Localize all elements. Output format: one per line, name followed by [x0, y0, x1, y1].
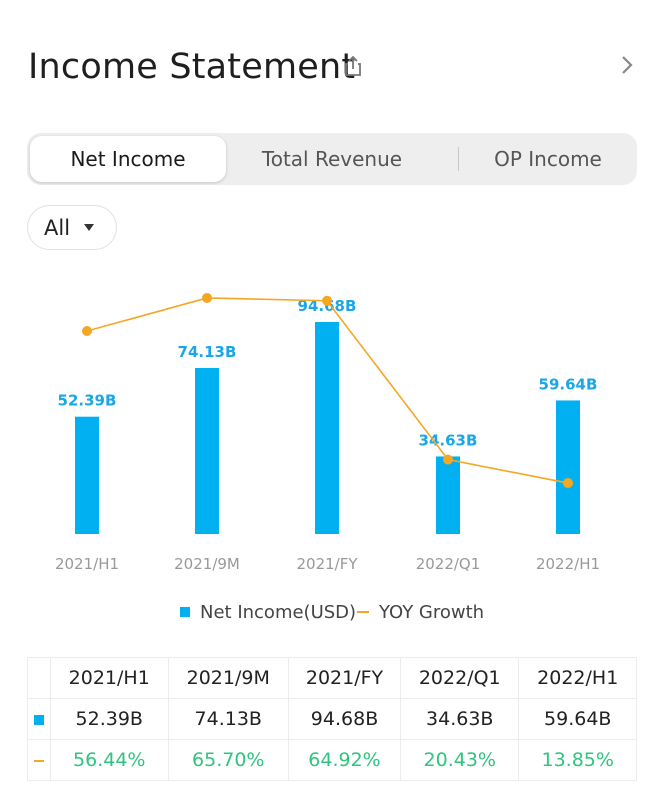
table-header-cell: 2021/H1: [50, 657, 169, 699]
table-row-yoy-growth: 56.44% 65.70% 64.92% 20.43% 13.85%: [27, 739, 637, 781]
table-cell: 65.70%: [167, 739, 290, 781]
legend-net-income-label: Net Income(USD): [200, 601, 357, 623]
row-key-net-income: [27, 698, 51, 740]
table-cell: 74.13B: [167, 698, 290, 740]
bar-2021-h1[interactable]: [75, 416, 99, 534]
table-cell: 52.39B: [50, 698, 169, 740]
net-income-swatch: [34, 714, 44, 725]
table-corner: [27, 657, 51, 699]
table-cell: 56.44%: [50, 739, 169, 781]
legend-yoy-growth-label: YOY Growth: [379, 601, 485, 623]
x-tick-label: 2021/9M: [174, 555, 240, 573]
table-cell: 59.64B: [518, 698, 637, 740]
table-header-row: 2021/H1 2021/9M 2021/FY 2022/Q1 2022/H1: [27, 657, 637, 699]
bar-2021-9m[interactable]: [195, 368, 219, 534]
bar-2021-fy[interactable]: [315, 322, 339, 534]
table-cell: 64.92%: [288, 739, 402, 781]
table-header-cell: 2022/H1: [518, 657, 637, 699]
tab-divider: [458, 147, 459, 171]
row-key-yoy-growth: [27, 739, 51, 781]
page-title: Income Statement: [28, 47, 356, 87]
yoy-growth-point[interactable]: [563, 478, 573, 489]
chevron-right-icon[interactable]: [620, 54, 634, 76]
table-cell: 34.63B: [400, 698, 520, 740]
tab-op-income[interactable]: OP Income: [494, 147, 602, 171]
tab-total-revenue[interactable]: Total Revenue: [261, 147, 403, 171]
table-cell: 13.85%: [518, 739, 637, 781]
table-header-cell: 2021/9M: [167, 657, 290, 699]
yoy-growth-swatch: [34, 759, 44, 762]
x-tick-label: 2021/H1: [55, 555, 119, 573]
yoy-growth-point[interactable]: [443, 454, 453, 465]
x-tick-label: 2021/FY: [296, 555, 358, 573]
x-tick-label: 2022/Q1: [416, 555, 481, 573]
legend-net-income: Net Income(USD): [180, 598, 356, 626]
period-filter-value: All: [44, 215, 71, 240]
table-cell: 20.43%: [400, 739, 520, 781]
metric-tabs: Net Income Total Revenue OP Income: [27, 133, 637, 185]
bar-value-label: 59.64B: [539, 375, 598, 393]
table-header-cell: 2022/Q1: [400, 657, 520, 699]
caret-down-icon: [84, 224, 95, 231]
table-row-net-income: 52.39B 74.13B 94.68B 34.63B 59.64B: [27, 698, 637, 740]
yoy-growth-point[interactable]: [322, 295, 332, 306]
header: Income Statement: [28, 44, 644, 94]
x-tick-label: 2022/H1: [536, 555, 600, 573]
share-icon[interactable]: [342, 55, 364, 77]
bar-value-label: 74.13B: [178, 343, 237, 361]
yoy-growth-point[interactable]: [202, 292, 212, 303]
table-header-cell: 2021/FY: [288, 657, 402, 699]
bar-value-label: 34.63B: [419, 431, 478, 449]
legend-bar-swatch: [180, 607, 190, 617]
legend-yoy-growth: YOY Growth: [357, 598, 484, 626]
income-data-table: 2021/H1 2021/9M 2021/FY 2022/Q1 2022/H1 …: [27, 657, 637, 781]
yoy-growth-point[interactable]: [82, 326, 92, 337]
tab-net-income[interactable]: Net Income: [30, 136, 226, 182]
bar-2022-h1[interactable]: [556, 400, 580, 534]
chart-legend: Net Income(USD) YOY Growth: [0, 598, 664, 626]
period-filter-dropdown[interactable]: All: [27, 205, 117, 250]
bar-2022-q1[interactable]: [436, 456, 460, 534]
bar-value-label: 94.68B: [298, 297, 357, 315]
legend-line-swatch: [357, 611, 369, 613]
table-cell: 94.68B: [288, 698, 402, 740]
net-income-chart: 52.39B 74.13B 94.68B 34.63B 59.64B 2021/H1 202…: [55, 292, 600, 573]
bar-value-label: 52.39B: [58, 392, 117, 410]
